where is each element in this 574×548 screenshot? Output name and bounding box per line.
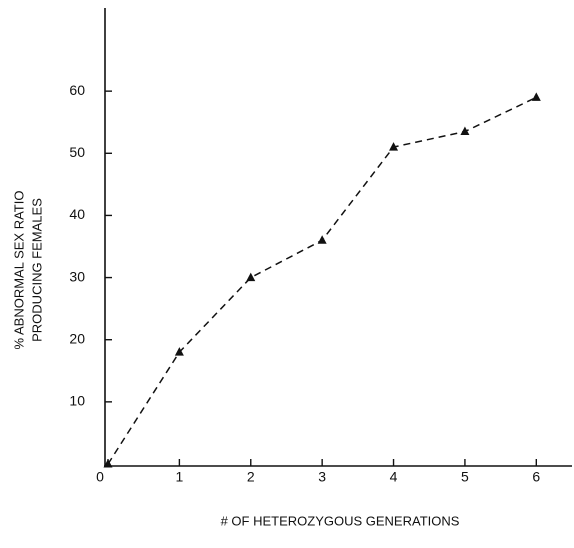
- y-axis-label: PRODUCING FEMALES: [29, 198, 44, 342]
- x-tick-label: 0: [96, 469, 104, 485]
- x-tick-label: 1: [175, 469, 183, 485]
- x-axis-label: # OF HETEROZYGOUS GENERATIONS: [221, 513, 460, 528]
- data-point: [389, 142, 399, 151]
- series-line: [107, 96, 537, 465]
- y-axis-label: % ABNORMAL SEX RATIO: [11, 191, 26, 350]
- y-tick-label: 40: [69, 206, 85, 222]
- data-point: [246, 272, 256, 282]
- data-point: [174, 347, 184, 356]
- y-tick-label: 10: [69, 393, 85, 409]
- y-tick-label: 20: [69, 330, 85, 346]
- x-tick-label: 5: [461, 469, 469, 485]
- y-tick-label: 60: [69, 82, 85, 98]
- data-point: [460, 126, 470, 136]
- x-tick-label: 6: [532, 469, 540, 485]
- data-point: [531, 92, 541, 101]
- data-point: [317, 235, 327, 244]
- data-point: [103, 459, 113, 468]
- x-tick-label: 4: [390, 469, 398, 485]
- y-tick-label: 50: [69, 144, 85, 160]
- x-tick-label: 3: [318, 469, 326, 485]
- x-tick-label: 2: [247, 469, 255, 485]
- y-tick-label: 30: [69, 268, 85, 284]
